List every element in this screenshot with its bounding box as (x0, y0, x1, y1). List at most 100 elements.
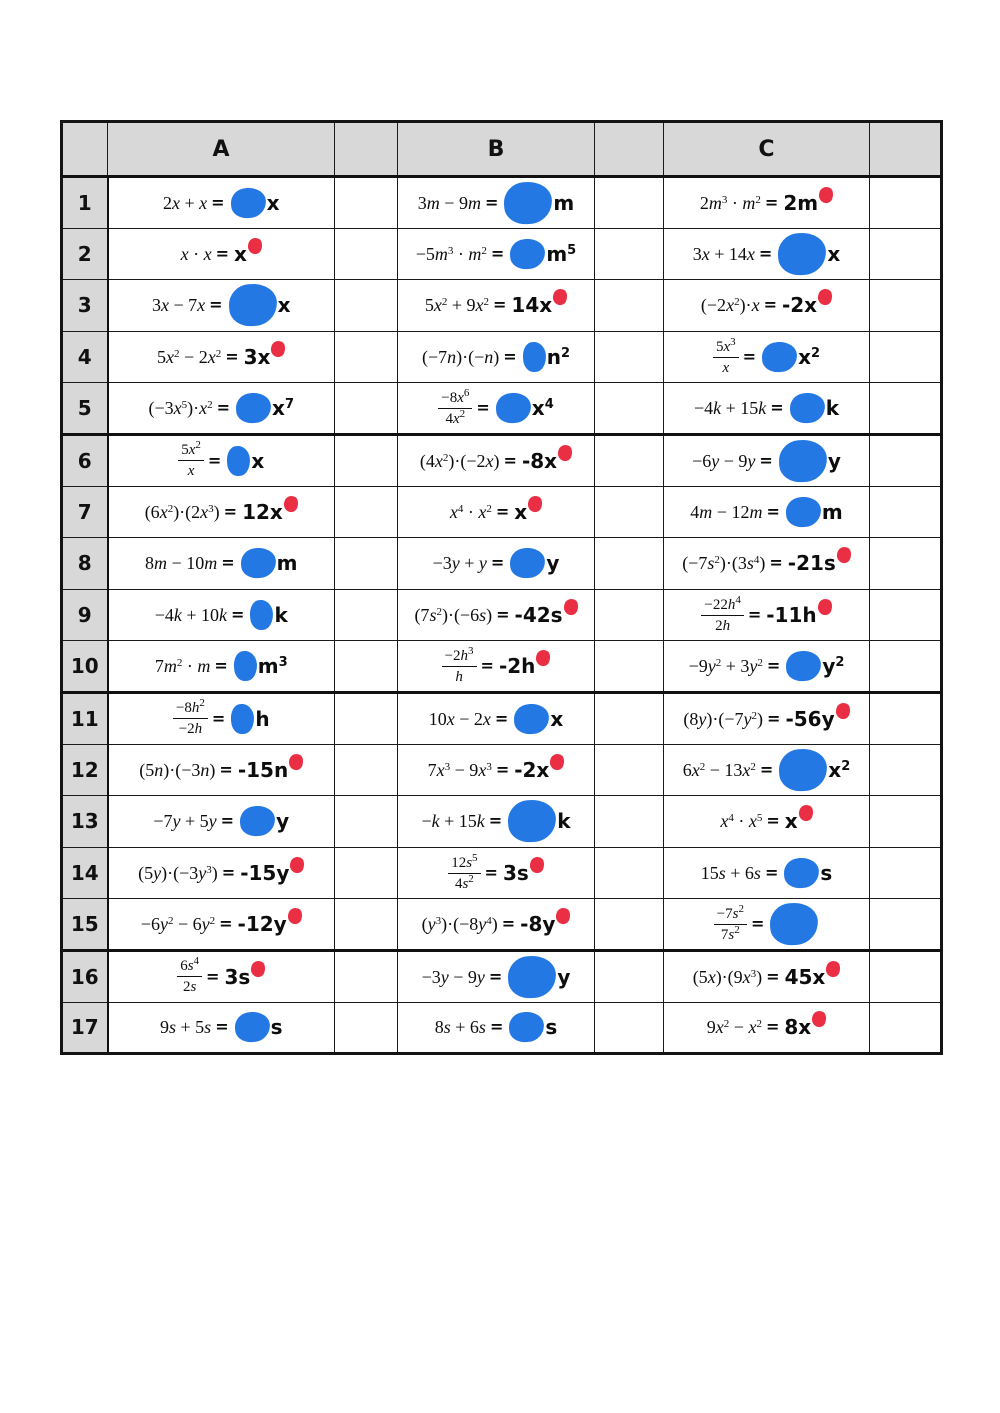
expression: 15s + 6s (700, 863, 761, 884)
answer-area[interactable]: x (785, 803, 815, 831)
answer-area[interactable]: 3s (503, 855, 546, 883)
answer-area[interactable]: x (234, 236, 264, 264)
answer-area[interactable]: y (239, 805, 290, 838)
row-number: 2 (61, 227, 109, 281)
fraction: −22h4 2h (701, 594, 744, 635)
answer-area[interactable]: m (502, 180, 574, 226)
answer-area[interactable]: s (508, 1011, 557, 1044)
expression: 4m − 12m (690, 501, 763, 522)
answer-area[interactable]: x (513, 702, 564, 735)
answer-area[interactable]: -2x (514, 752, 567, 780)
spacer-cell (594, 279, 664, 332)
row-number: 16 (61, 949, 109, 1003)
spacer-cell (334, 279, 398, 332)
answer-area[interactable]: m5 (509, 237, 576, 271)
answer-area[interactable]: m (784, 495, 843, 529)
expression: (4x2)·(−2x) (419, 450, 500, 471)
answer-area[interactable]: m3 (232, 650, 288, 682)
spacer-cell (594, 691, 664, 745)
answer-area[interactable]: -11h (766, 597, 834, 625)
expression: 3x − 7x (152, 295, 206, 316)
equals-sign: = (209, 295, 223, 315)
cell-C11: (8y)·(−7y2) = -56y (663, 691, 870, 745)
equals-sign: = (219, 914, 233, 934)
answer-text: 12x (242, 499, 283, 524)
answer-area[interactable]: -2h (499, 648, 553, 676)
answer-area[interactable]: x (226, 444, 265, 477)
answer-area[interactable]: -15y (240, 855, 307, 883)
answer-blob-mark (506, 798, 558, 845)
answer-area[interactable]: h (230, 702, 270, 735)
answer-area[interactable]: -15n (238, 752, 306, 780)
expression: 5x3 x (712, 336, 739, 377)
answer-area[interactable]: 14x (511, 287, 569, 315)
answer-area[interactable]: 2m (783, 185, 835, 213)
answer-blob-mark (521, 341, 547, 373)
answer-area[interactable]: y2 (785, 649, 844, 683)
answer-area[interactable]: -8y (520, 906, 573, 934)
denominator: 4x2 (445, 407, 466, 427)
answer-area[interactable]: y (506, 954, 570, 1000)
answer-area[interactable]: x (514, 494, 544, 522)
answer-area[interactable]: k (506, 798, 571, 845)
answer-text: x (550, 706, 564, 731)
answer-area[interactable]: x2 (777, 747, 850, 793)
answer-area[interactable]: y (509, 547, 559, 580)
answer-area[interactable]: -56y (785, 701, 852, 729)
equals-sign: = (766, 501, 780, 521)
answer-area[interactable]: 8x (784, 1009, 829, 1037)
answer-area[interactable] (768, 901, 820, 947)
answer-area[interactable]: x2 (761, 340, 820, 374)
equals-sign: = (496, 605, 510, 625)
answer-area[interactable]: 12x (242, 494, 300, 524)
answer-blob-mark (788, 391, 826, 425)
table-row: 10 7m2 · m = m3 −2h3 h = -2h −9y2 + 3y2 = y2 (61, 640, 942, 694)
expression: 3x + 14x (692, 243, 755, 264)
answer-area[interactable]: x (229, 186, 279, 219)
column-header-C: C (663, 121, 870, 178)
answer-area[interactable]: s (783, 856, 832, 890)
row-number: 12 (61, 743, 109, 797)
answer-area[interactable]: -2x (782, 287, 834, 315)
equals-sign: = (489, 1017, 504, 1037)
answer-text: y (276, 809, 290, 834)
answer-area[interactable]: -21s (788, 545, 853, 573)
answer-area[interactable]: y (777, 438, 841, 484)
red-dot-mark (288, 855, 307, 875)
expression: 5x2 x (178, 440, 204, 480)
answer-area[interactable]: 3x (244, 339, 288, 367)
denominator: h (455, 668, 463, 685)
answer-area[interactable]: x (776, 231, 840, 277)
answer-area[interactable]: n2 (521, 341, 570, 373)
answer-area[interactable]: k (788, 391, 839, 425)
answer-area[interactable]: -42s (515, 597, 580, 625)
cell-A4: 5x2 − 2x2 = 3x (107, 330, 335, 384)
answer-area[interactable]: 45x (785, 959, 843, 987)
answer-area[interactable]: 3s (224, 959, 268, 989)
red-dot-mark (796, 803, 815, 823)
cell-C2: 3x + 14x = x (663, 227, 870, 281)
answer-area[interactable]: x (227, 282, 290, 329)
numerator: 5x2 (178, 440, 204, 462)
red-dot-mark (810, 1009, 829, 1029)
cell-C8: (−7s2)·(3s4) = -21s (663, 537, 870, 590)
answer-area[interactable]: x7 (235, 391, 294, 425)
numerator: −8h2 (172, 698, 208, 720)
red-dot-mark (815, 597, 834, 617)
equals-sign: = (488, 811, 503, 831)
answer-area[interactable]: s (233, 1011, 283, 1044)
answer-text: x (251, 448, 265, 473)
expression: −4k + 10k (154, 605, 228, 626)
answer-area[interactable]: x4 (494, 391, 554, 425)
cell-A17: 9s + 5s = s (107, 1001, 335, 1055)
spacer-cell (334, 588, 398, 642)
table-row: 16 6s4 2s = 3s −3y − 9y = y (5x)·(9x3) = 45x (61, 949, 942, 1003)
answer-area[interactable]: -8x (522, 443, 574, 471)
answer-area[interactable]: m (239, 547, 297, 580)
equals-sign: = (223, 501, 238, 521)
answer-area[interactable]: -12y (238, 906, 304, 934)
row-number: 1 (61, 176, 109, 229)
spacer-cell (869, 898, 942, 952)
answer-area[interactable]: k (249, 599, 288, 631)
answer-text: 3s (224, 964, 251, 989)
